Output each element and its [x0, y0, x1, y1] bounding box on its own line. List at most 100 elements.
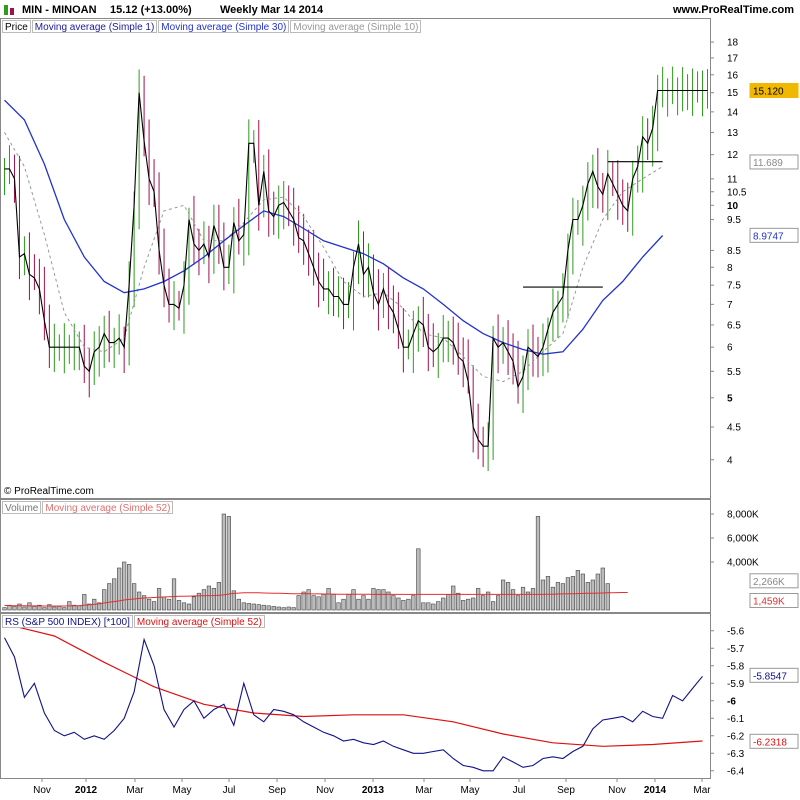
- volume-bar: [206, 585, 212, 611]
- volume-bar: [471, 597, 476, 611]
- volume-bar: [261, 604, 266, 611]
- price-y-tick-label: 10.5: [727, 187, 747, 198]
- volume-bar: [451, 585, 456, 611]
- volume-bar: [226, 516, 231, 611]
- legend-sma1[interactable]: Moving average (Simple 1): [31, 20, 158, 33]
- x-tick-label: Nov: [608, 785, 626, 796]
- volume-bar: [72, 604, 77, 611]
- volume-bar: [560, 583, 566, 611]
- resistance-tag: 11.689: [753, 158, 783, 169]
- prorealtime-logo-icon: [3, 4, 19, 19]
- volume-bar: [17, 603, 22, 611]
- price-y-tick-label: 15: [727, 88, 739, 99]
- volume-bar: [535, 516, 541, 611]
- x-tick-label: 2014: [644, 785, 667, 796]
- volume-bar: [52, 606, 57, 611]
- last-price-tag-box: [749, 82, 799, 98]
- volume-bar: [37, 604, 42, 611]
- volume-bar: [520, 586, 526, 611]
- rs-y-tick-label: -6: [727, 696, 736, 707]
- price-y-tick-label: 18: [727, 38, 739, 49]
- legend-price[interactable]: Price: [2, 20, 31, 33]
- volume-last-tag-box: [749, 573, 799, 589]
- volume-bar: [12, 606, 17, 611]
- site-url[interactable]: www.ProRealTime.com: [672, 4, 794, 16]
- volume-bar: [296, 595, 301, 611]
- volume-bar: [406, 598, 411, 611]
- legend-rs-ma[interactable]: Moving average (Simple 52): [133, 615, 265, 628]
- volume-bar: [176, 600, 182, 611]
- price-y-tick-label: 6.5: [727, 320, 741, 331]
- legend-volume[interactable]: Volume: [2, 501, 42, 514]
- price-legend: Price Moving average (Simple 1) Moving a…: [2, 20, 422, 33]
- volume-bar: [161, 596, 167, 611]
- volume-bar: [481, 595, 486, 611]
- volume-bar: [356, 598, 361, 611]
- volume-bar: [286, 606, 291, 611]
- x-tick-label: Sep: [268, 785, 286, 796]
- volume-bar: [246, 603, 251, 611]
- symbol-title: MIN - MINOAN: [22, 4, 97, 16]
- volume-bar: [47, 604, 52, 611]
- x-tick-label: Mar: [126, 785, 144, 796]
- legend-rs[interactable]: RS (S&P 500 INDEX) [*100]: [2, 615, 133, 628]
- price-y-tick-label: 17: [727, 53, 739, 64]
- sma10-line: [4, 132, 663, 383]
- volume-bar: [421, 602, 426, 611]
- volume-bar: [336, 602, 341, 611]
- x-tick-label: May: [461, 785, 480, 796]
- panel-frame: [0, 613, 711, 779]
- volume-bar: [386, 591, 391, 611]
- rs-ma-tag-box: [749, 733, 799, 749]
- volume-bar: [510, 589, 516, 611]
- price-y-tick-label: 4: [727, 455, 733, 466]
- volume-bar: [276, 606, 281, 611]
- volume-bar: [216, 582, 221, 611]
- sma30-tag-box: [749, 227, 799, 243]
- volume-bar: [351, 589, 356, 611]
- rs-y-tick-label: -5.9: [727, 679, 745, 690]
- volume-bar: [132, 583, 137, 611]
- volume-bar: [146, 598, 152, 611]
- volume-bar: [530, 588, 536, 611]
- rs-y-tick-label: -5.6: [727, 626, 745, 637]
- volume-bar: [306, 589, 311, 611]
- x-tick-label: Jul: [513, 785, 526, 796]
- volume-bar: [87, 603, 92, 611]
- volume-bar: [331, 594, 336, 611]
- volume-bar: [525, 591, 531, 611]
- volume-bar: [266, 605, 271, 611]
- x-tick-label: Sep: [557, 785, 575, 796]
- rs-last-tag: -5.8547: [753, 671, 787, 682]
- price-line: [4, 89, 708, 447]
- volume-bar: [137, 591, 142, 611]
- volume-bar: [112, 578, 117, 611]
- resistance-tag-box: [749, 154, 799, 170]
- volume-bar: [540, 579, 546, 611]
- legend-volume-ma[interactable]: Moving average (Simple 52): [42, 501, 174, 514]
- rs-y-tick-label: -6.1: [727, 714, 745, 725]
- last-quote: 15.12 (+13.00%): [110, 4, 192, 16]
- volume-bar: [127, 564, 132, 611]
- last-price-tag: 15.120: [753, 86, 784, 97]
- volume-bar: [77, 605, 82, 611]
- volume-bar: [381, 589, 386, 611]
- legend-sma30[interactable]: Moving average (Simple 30): [158, 20, 290, 33]
- volume-bar: [366, 598, 371, 611]
- volume-bar: [271, 606, 276, 611]
- volume-bar: [426, 602, 431, 611]
- volume-bar: [500, 579, 506, 611]
- copyright-text: © ProRealTime.com: [4, 486, 94, 497]
- legend-sma10[interactable]: Moving average (Simple 10): [290, 20, 422, 33]
- volume-bar: [171, 578, 177, 611]
- volume-bar: [231, 590, 236, 611]
- volume-bar: [555, 582, 561, 611]
- price-y-tick-label: 9.5: [727, 215, 741, 226]
- volume-bar: [491, 601, 496, 611]
- volume-bar: [476, 588, 481, 611]
- volume-bar: [550, 586, 556, 611]
- volume-bar: [456, 592, 461, 611]
- volume-bar: [361, 595, 366, 611]
- volume-bar: [281, 607, 286, 611]
